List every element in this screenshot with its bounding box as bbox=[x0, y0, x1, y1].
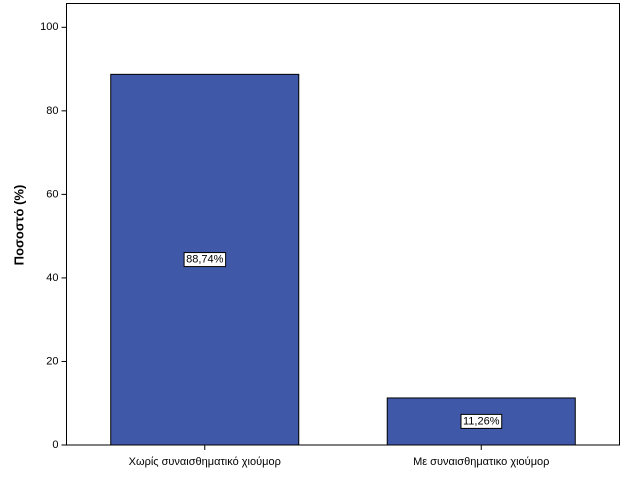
y-tick-label: 40 bbox=[46, 272, 58, 284]
value-label-box bbox=[460, 413, 503, 429]
y-tick-label: 20 bbox=[46, 355, 58, 367]
value-label-box bbox=[183, 252, 227, 268]
x-tick-label: Χωρίς συναισθηματικό χιούμορ bbox=[129, 456, 281, 468]
value-label: 88,74% bbox=[186, 254, 224, 266]
y-tick-label: 60 bbox=[46, 188, 58, 200]
value-label: 11,26% bbox=[463, 415, 500, 427]
y-axis-label: Ποσοστό (%) bbox=[11, 185, 26, 266]
y-tick-label: 0 bbox=[52, 439, 58, 451]
y-tick-label: 80 bbox=[46, 105, 58, 117]
x-tick-label: Με συναισθηματικο χιούμορ bbox=[413, 456, 549, 468]
y-tick-label: 100 bbox=[40, 21, 58, 33]
